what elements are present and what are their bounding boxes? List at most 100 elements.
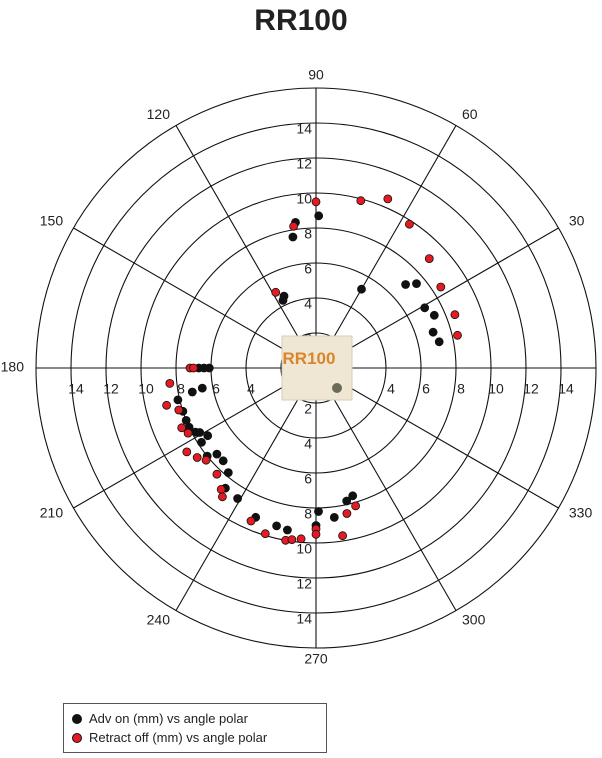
adv-on-point: [204, 363, 214, 373]
retract-off-point: [201, 455, 211, 465]
adv-on-point: [173, 395, 183, 405]
retract-off-point: [246, 516, 256, 526]
adv-on-point: [278, 295, 288, 305]
retract-off-point: [311, 529, 321, 539]
adv-on-point: [314, 211, 324, 221]
angle-label: 270: [304, 651, 328, 667]
retract-off-point: [404, 219, 414, 229]
radial-tick-label: 10: [488, 381, 504, 397]
radial-tick-label: 4: [304, 296, 312, 312]
angle-label: 150: [40, 213, 64, 229]
radial-tick-label: 6: [422, 381, 430, 397]
retract-off-point: [162, 400, 172, 410]
adv-on-point: [329, 513, 339, 522]
adv-on-point: [288, 232, 298, 242]
radial-tick-label: 14: [296, 121, 312, 137]
retract-off-point: [342, 509, 352, 518]
adv-on-point: [197, 383, 207, 393]
retract-off-point: [183, 428, 193, 438]
radial-tick-label: 14: [558, 381, 574, 397]
retract-off-point: [289, 221, 299, 231]
adv-on-point: [429, 310, 439, 320]
angle-label: 210: [40, 505, 64, 521]
legend-label-retract: Retract off (mm) vs angle polar: [89, 730, 268, 745]
retract-off-point: [260, 529, 270, 539]
retract-off-point: [189, 363, 198, 373]
radial-tick-label: 2: [304, 401, 312, 417]
legend-marker-retract: [72, 732, 82, 743]
center-image-label: RR100: [283, 349, 336, 368]
retract-off-point: [192, 453, 202, 462]
adv-on-point: [401, 280, 411, 289]
radial-tick-label: 8: [177, 381, 185, 397]
adv-on-point: [203, 431, 213, 441]
radial-tick-label: 10: [296, 541, 312, 557]
legend: Adv on (mm) vs angle polar Retract off (…: [63, 703, 327, 753]
radial-tick-label: 8: [304, 226, 312, 242]
radial-tick-label: 12: [523, 381, 539, 397]
retract-off-point: [217, 492, 227, 502]
legend-item-retract: Retract off (mm) vs angle polar: [72, 728, 326, 747]
retract-off-point: [338, 531, 348, 541]
radial-tick-label: 6: [304, 471, 312, 487]
radial-tick-label: 4: [247, 381, 255, 397]
retract-off-point: [287, 535, 297, 544]
grid-spoke: [175, 125, 317, 369]
grid-spoke: [175, 367, 317, 611]
radial-tick-label: 14: [68, 381, 84, 397]
radial-tick-label: 12: [296, 156, 312, 172]
center-image-frame: [281, 335, 353, 401]
retract-off-point: [296, 534, 306, 544]
grid-spoke: [73, 367, 317, 509]
radial-tick-label: 6: [212, 381, 220, 397]
retract-off-point: [174, 405, 184, 415]
retract-off-point: [177, 423, 187, 433]
radial-tick-label: 10: [296, 191, 312, 207]
retract-off-point: [351, 501, 361, 511]
grid-spoke: [315, 367, 457, 611]
radial-tick-label: 10: [138, 381, 154, 397]
adv-on-point: [420, 303, 430, 313]
legend-marker-adv: [72, 713, 82, 724]
adv-on-point: [357, 284, 366, 294]
grid-spoke: [315, 125, 457, 369]
retract-off-point: [356, 196, 366, 206]
adv-on-point: [233, 494, 243, 503]
retract-off-point: [165, 378, 175, 388]
adv-on-point: [348, 491, 358, 501]
adv-on-point: [187, 387, 197, 397]
adv-on-point: [412, 279, 421, 289]
radial-tick-label: 4: [387, 381, 395, 397]
radial-tick-label: 14: [296, 611, 312, 627]
adv-on-point: [272, 521, 282, 531]
angle-label: 60: [462, 106, 478, 122]
angle-label: 30: [569, 213, 585, 229]
radial-tick-label: 4: [304, 436, 312, 452]
retract-off-point: [212, 469, 222, 479]
center-image-knob: [332, 383, 342, 393]
retract-off-point: [216, 484, 226, 494]
points-layer: [162, 194, 462, 545]
legend-item-adv: Adv on (mm) vs angle polar: [72, 709, 326, 728]
grid-layer: 0306090120150180210240270300330141210864…: [1, 67, 597, 667]
chart-title: RR100: [254, 4, 348, 37]
retract-off-point: [182, 447, 192, 457]
adv-on-point: [282, 525, 292, 535]
adv-on-point: [212, 449, 222, 459]
radial-tick-label: 8: [304, 506, 312, 522]
adv-on-point: [195, 428, 205, 437]
radial-tick-label: 6: [304, 261, 312, 277]
legend-label-adv: Adv on (mm) vs angle polar: [89, 711, 248, 726]
adv-on-point: [342, 496, 352, 506]
angle-label: 120: [147, 106, 171, 122]
adv-on-point: [428, 327, 438, 337]
retract-off-point: [311, 197, 321, 207]
grid-spoke: [315, 227, 559, 369]
retract-off-point: [450, 310, 460, 320]
grid-spoke: [315, 367, 559, 509]
center-product-image: RR100: [281, 335, 353, 401]
retract-off-point: [453, 330, 462, 340]
radial-tick-label: 8: [457, 381, 465, 397]
retract-off-point: [424, 254, 434, 264]
angle-label: 300: [462, 612, 486, 628]
